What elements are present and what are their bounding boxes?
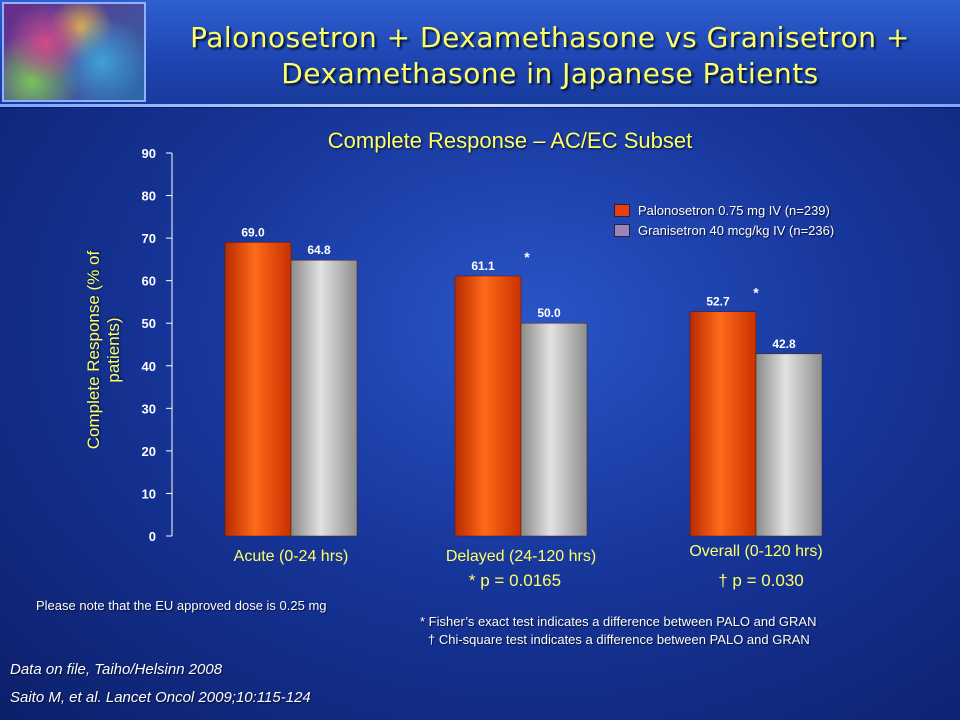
y-tick-label: 60: [142, 274, 156, 289]
p-value-label: † p = 0.030: [718, 571, 804, 590]
value-label: 50.0: [537, 306, 561, 320]
chart-title: Complete Response – AC/EC Subset: [327, 128, 693, 153]
significance-marker: *: [524, 249, 530, 265]
bar-palonosetron: [224, 242, 292, 537]
bar-granisetron: [290, 259, 358, 537]
y-tick-label: 0: [149, 529, 156, 544]
value-label: 52.7: [706, 295, 730, 309]
y-tick-label: 70: [142, 231, 156, 246]
chisq-footnote: † Chi-square test indicates a difference…: [428, 632, 810, 647]
significance-marker: *: [753, 285, 759, 301]
title-divider: [0, 104, 960, 107]
value-label: 61.1: [471, 259, 495, 273]
fisher-footnote: * Fisher’s exact test indicates a differ…: [420, 614, 817, 629]
legend-item-granisetron: Granisetron 40 mcg/kg IV (n=236): [614, 220, 834, 240]
x-category-label: Overall (0-120 hrs): [689, 543, 822, 560]
legend-label-palonosetron: Palonosetron 0.75 mg IV (n=239): [638, 202, 830, 218]
y-tick-label: 90: [142, 146, 156, 161]
bar-granisetron: [520, 322, 588, 537]
reference-saito: Saito M, et al. Lancet Oncol 2009;10:115…: [10, 689, 311, 706]
y-tick-label: 40: [142, 359, 156, 374]
bar-palonosetron: [689, 311, 757, 537]
legend: Palonosetron 0.75 mg IV (n=239) Graniset…: [614, 200, 834, 240]
value-label: 64.8: [307, 243, 331, 257]
x-category-label: Acute (0-24 hrs): [234, 548, 349, 565]
legend-label-granisetron: Granisetron 40 mcg/kg IV (n=236): [638, 222, 835, 238]
y-tick-label: 50: [142, 316, 156, 331]
legend-swatch-granisetron: [614, 223, 630, 237]
y-tick-label: 30: [142, 401, 156, 416]
bar-palonosetron: [454, 275, 522, 537]
value-label: 42.8: [772, 337, 796, 351]
reference-data-on-file: Data on file, Taiho/Helsinn 2008: [10, 661, 223, 678]
slide-title: Palonosetron + Dexamethasone vs Graniset…: [190, 21, 910, 90]
y-tick-label: 20: [142, 444, 156, 459]
value-label: 69.0: [241, 225, 265, 239]
p-value-label: * p = 0.0165: [469, 571, 561, 590]
y-tick-label: 80: [142, 189, 156, 204]
bar-granisetron: [755, 353, 823, 537]
eu-dose-note: Please note that the EU approved dose is…: [36, 598, 327, 613]
logo-image: [2, 2, 146, 102]
legend-item-palonosetron: Palonosetron 0.75 mg IV (n=239): [614, 200, 834, 220]
legend-swatch-palonosetron: [614, 203, 630, 217]
x-category-label: Delayed (24-120 hrs): [446, 548, 596, 565]
y-tick-label: 10: [142, 486, 156, 501]
